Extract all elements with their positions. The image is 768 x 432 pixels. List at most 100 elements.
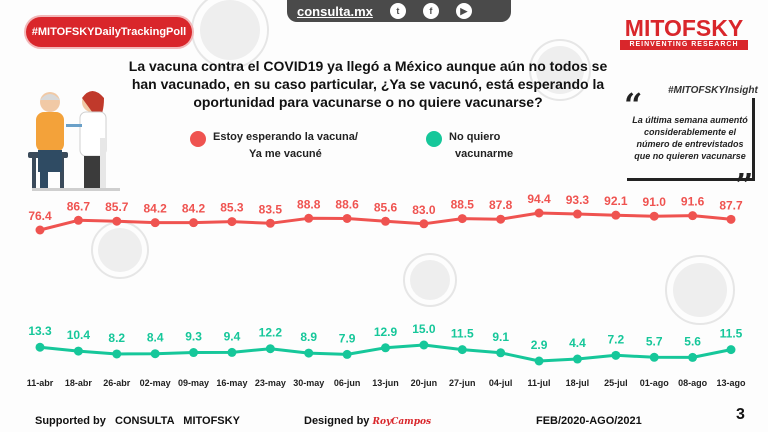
- x-tick-label: 02-may: [140, 378, 171, 388]
- facebook-icon[interactable]: f: [422, 3, 439, 19]
- teal-data-label: 15.0: [412, 322, 436, 336]
- logo-name: MITOFSKY: [624, 15, 744, 41]
- footer-designed: Designed by RoyCampos: [304, 415, 431, 427]
- x-tick-label: 01-ago: [640, 378, 670, 388]
- teal-data-label: 12.2: [259, 326, 283, 340]
- legend-teal-line1: No quiero: [449, 131, 501, 143]
- x-tick-label: 26-abr: [103, 378, 131, 388]
- teal-data-label: 7.2: [607, 332, 624, 346]
- teal-point: [649, 352, 659, 362]
- x-tick-label: 16-may: [216, 378, 247, 388]
- x-tick-label: 20-jun: [411, 378, 438, 388]
- teal-data-label: 9.3: [185, 330, 202, 344]
- legend-red-line1: Estoy esperando la vacuna/: [213, 131, 358, 143]
- teal-data-label: 2.9: [531, 338, 548, 352]
- red-data-label: 84.2: [143, 202, 167, 216]
- x-tick-label: 30-may: [293, 378, 324, 388]
- teal-data-label: 12.9: [374, 325, 398, 339]
- teal-data-label: 10.4: [67, 328, 91, 342]
- legend-teal-line2: vacunarme: [455, 148, 514, 160]
- teal-point: [112, 349, 122, 359]
- teal-point: [304, 348, 314, 358]
- x-tick-label: 23-may: [255, 378, 286, 388]
- red-point: [611, 210, 621, 220]
- red-point: [227, 217, 237, 227]
- x-tick-label: 18-abr: [65, 378, 93, 388]
- teal-point: [688, 352, 698, 362]
- red-point: [150, 218, 160, 228]
- red-point: [189, 218, 199, 228]
- teal-data-label: 8.9: [300, 330, 317, 344]
- teal-data-label: 5.7: [646, 334, 663, 348]
- red-data-label: 84.2: [182, 202, 206, 216]
- teal-point: [342, 349, 352, 359]
- tracking-poll-badge: #MITOFSKYDailyTrackingPoll: [26, 17, 192, 47]
- red-point: [73, 215, 83, 225]
- red-data-label: 85.7: [105, 200, 129, 214]
- teal-data-label: 5.6: [684, 334, 701, 348]
- youtube-icon[interactable]: ▶: [455, 3, 472, 19]
- twitter-icon[interactable]: t: [389, 3, 406, 19]
- red-data-label: 88.8: [297, 197, 321, 211]
- insight-box-frame: [627, 98, 755, 181]
- x-tick-label: 11-jul: [528, 378, 551, 388]
- x-tick-label: 04-jul: [489, 378, 513, 388]
- teal-data-label: 7.9: [339, 331, 356, 345]
- teal-data-label: 9.1: [492, 330, 509, 344]
- teal-point: [572, 354, 582, 364]
- x-tick-label: 09-may: [178, 378, 209, 388]
- red-point: [534, 208, 544, 218]
- open-quote-icon: “: [624, 86, 643, 124]
- red-point: [342, 213, 352, 223]
- teal-data-label: 9.4: [224, 329, 241, 343]
- teal-data-label: 13.3: [28, 324, 52, 338]
- logo-tagline: REINVENTING RESEARCH: [620, 40, 748, 50]
- x-tick-label: 13-jun: [372, 378, 399, 388]
- red-data-label: 87.8: [489, 198, 513, 212]
- site-link[interactable]: consulta.mx: [297, 3, 373, 19]
- red-data-label: 91.0: [643, 195, 667, 209]
- red-data-label: 85.6: [374, 200, 398, 214]
- question-text: La vacuna contra el COVID19 ya llegó a M…: [128, 58, 608, 110]
- red-data-label: 86.7: [67, 199, 91, 213]
- teal-point: [726, 345, 736, 355]
- x-tick-label: 13-ago: [716, 378, 746, 388]
- red-data-label: 76.4: [28, 209, 52, 223]
- vaccination-illustration: [28, 91, 120, 191]
- x-tick-label: 08-ago: [678, 378, 708, 388]
- red-data-label: 88.5: [451, 198, 475, 212]
- teal-point: [73, 346, 83, 356]
- legend-red-label: Estoy esperando la vacuna/ Ya me vacuné: [213, 129, 393, 163]
- footer-period: FEB/2020-AGO/2021: [536, 415, 642, 427]
- legend-teal-dot: [426, 131, 442, 147]
- red-point: [688, 211, 698, 221]
- teal-point: [496, 348, 506, 358]
- teal-data-label: 8.4: [147, 331, 164, 345]
- red-point: [112, 216, 122, 226]
- teal-point: [35, 342, 45, 352]
- teal-point: [611, 350, 621, 360]
- footer-supported: Supported by CONSULTA MITOFSKY: [35, 415, 240, 427]
- top-bar: consulta.mx t f ▶: [287, 0, 511, 22]
- red-point: [457, 214, 467, 224]
- red-point: [496, 214, 506, 224]
- close-quote-icon: ”: [735, 166, 754, 204]
- footer-designed-label: Designed by: [304, 415, 370, 427]
- legend-red-line2: Ya me vacuné: [249, 148, 322, 160]
- red-data-label: 83.5: [259, 202, 283, 216]
- red-point: [726, 214, 736, 224]
- teal-data-label: 11.5: [720, 327, 743, 341]
- x-tick-label: 27-jun: [449, 378, 476, 388]
- insight-tag: #MITOFSKYInsight: [668, 85, 758, 96]
- red-point: [419, 219, 429, 229]
- teal-point: [189, 348, 199, 358]
- page-number: 3: [736, 406, 745, 423]
- red-data-label: 93.3: [566, 193, 590, 207]
- red-point: [572, 209, 582, 219]
- teal-data-label: 4.4: [569, 336, 586, 350]
- red-data-label: 87.7: [719, 198, 743, 212]
- teal-data-label: 8.2: [108, 331, 125, 345]
